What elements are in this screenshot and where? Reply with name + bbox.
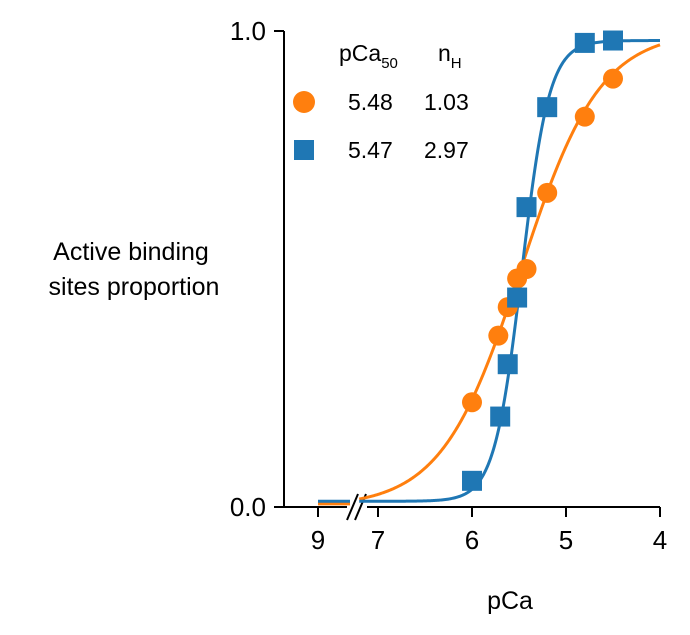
legend-header-nh: nH (438, 40, 462, 72)
x-tick-label: 6 (465, 525, 479, 555)
x-tick-label: 4 (653, 525, 667, 555)
legend-marker-circle (293, 91, 315, 113)
y-tick-label: 0.0 (230, 492, 266, 522)
legend: pCa50 nH 5.48 1.03 5.47 2.97 (293, 40, 469, 163)
data-point-square (537, 97, 558, 118)
data-point-circle (603, 68, 623, 89)
x-axis-title: pCa (487, 587, 533, 615)
data-point-circle (488, 325, 509, 346)
data-points (462, 30, 623, 491)
y-axis-title-line-1: Active binding (53, 238, 209, 266)
data-point-circle (537, 182, 558, 203)
data-point-square (497, 354, 518, 375)
data-point-circle (574, 106, 595, 127)
x-ticks: 9 7 6 5 4 (311, 507, 667, 555)
x-tick-label: 9 (311, 525, 325, 555)
data-point-square (490, 406, 511, 427)
fit-curve (359, 39, 660, 503)
data-point-circle (462, 392, 482, 413)
data-point-square (574, 32, 595, 53)
legend-marker-square (294, 140, 314, 160)
y-tick-label: 1.0 (230, 16, 266, 46)
data-point-square (603, 30, 623, 51)
data-point-square (462, 470, 482, 491)
legend-pca50-value: 5.47 (348, 137, 393, 163)
legend-nh-value: 2.97 (424, 137, 469, 163)
axis-break-marks (346, 492, 367, 522)
legend-header-pca50: pCa50 (339, 40, 398, 72)
data-point-circle (516, 259, 537, 279)
data-point-square (516, 197, 537, 218)
legend-pca50-value: 5.48 (348, 89, 393, 115)
legend-nh-value: 1.03 (424, 89, 469, 115)
x-tick-label: 5 (559, 525, 573, 555)
y-axis-title-line-2: sites proportion (49, 273, 220, 301)
data-point-square (507, 287, 528, 308)
x-tick-label: 7 (371, 525, 385, 555)
